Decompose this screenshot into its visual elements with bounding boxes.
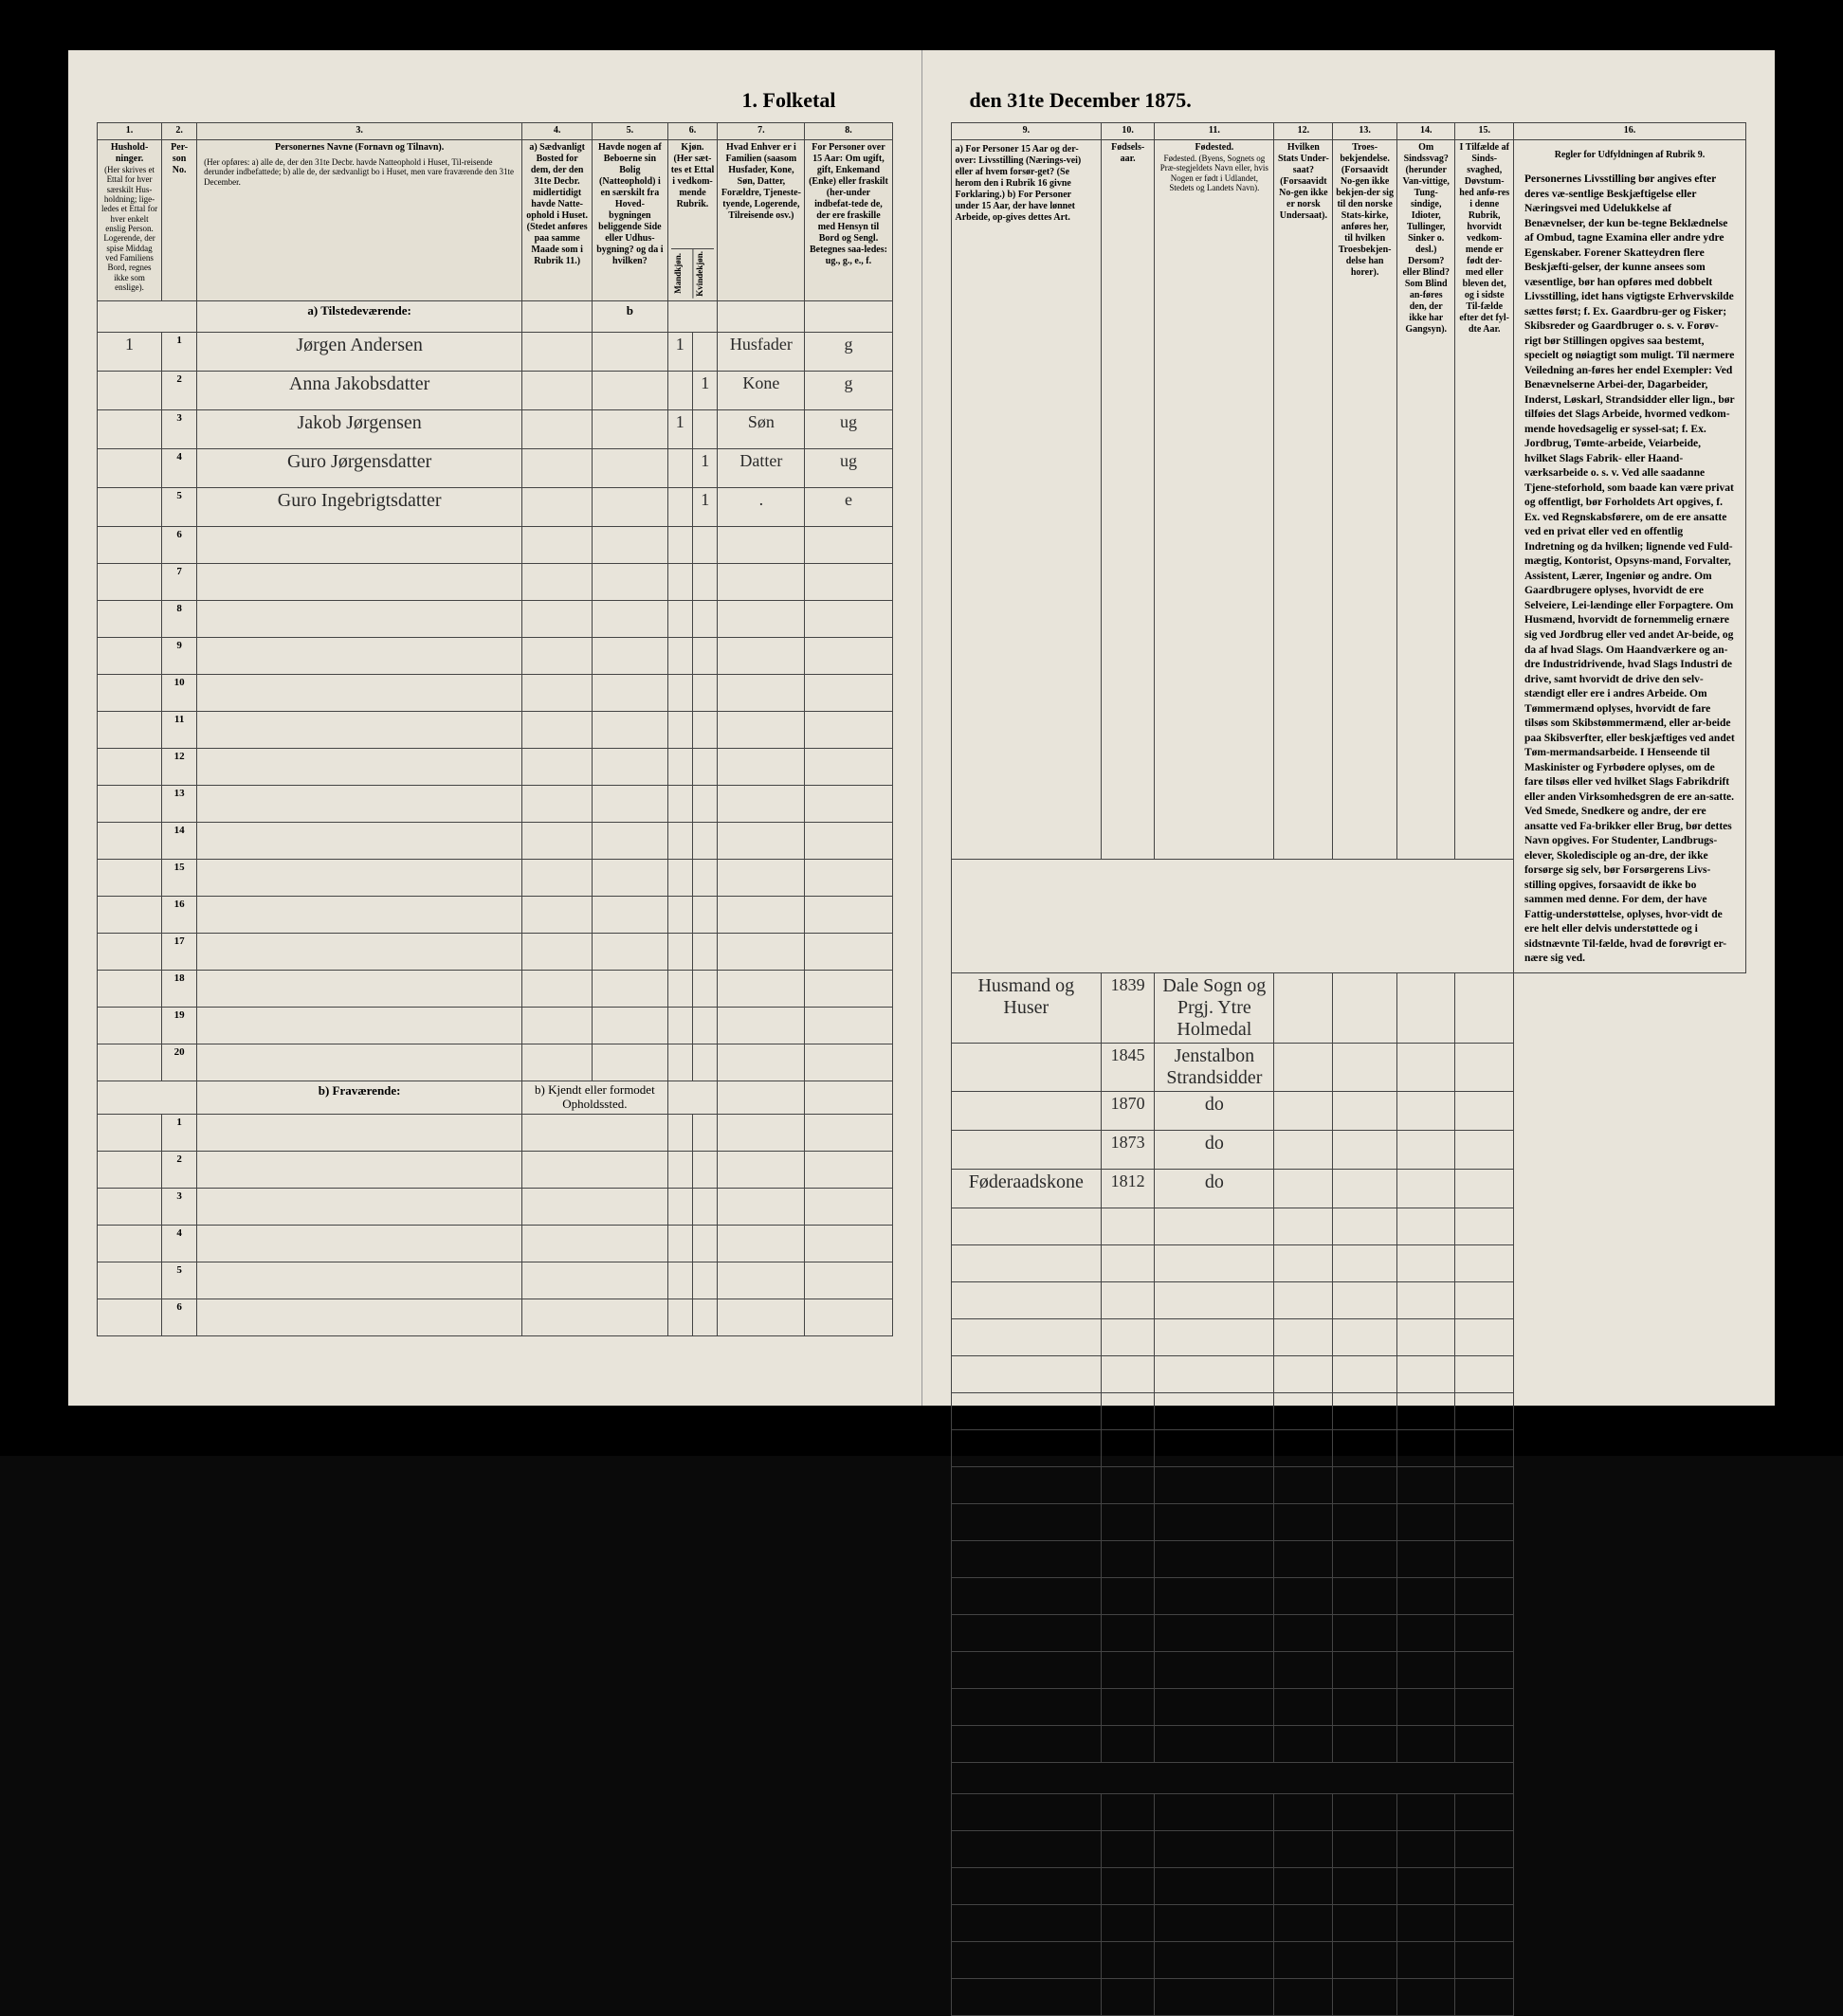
table-row: 6 — [98, 1299, 893, 1335]
hdr-10: Fødsels-aar. — [1102, 140, 1155, 860]
table-row — [951, 1867, 1746, 1904]
table-row — [951, 1244, 1746, 1281]
section-a: a) Tilstedeværende: — [197, 300, 522, 332]
table-row: 18 — [98, 970, 893, 1007]
colnum-9: 9. — [951, 123, 1102, 140]
table-row: 1 — [98, 1114, 893, 1151]
colnum-2: 2. — [162, 123, 197, 140]
colnum-13: 13. — [1333, 123, 1397, 140]
table-row: 4Guro Jørgensdatter1Datterug — [98, 448, 893, 487]
colnum-11: 11. — [1155, 123, 1274, 140]
hdr-14: Om Sindssvag? (herunder Van-vittige, Tun… — [1396, 140, 1455, 860]
colnum-16: 16. — [1513, 123, 1745, 140]
table-row: 19 — [98, 1007, 893, 1044]
hdr-1: Hushold- ninger.(Her skrives et Ettal fo… — [98, 140, 162, 301]
table-row: 10 — [98, 674, 893, 711]
table-row — [951, 1793, 1746, 1830]
table-row: 2Anna Jakobsdatter1Koneg — [98, 371, 893, 409]
table-row: Føderaadskone1812do — [951, 1169, 1746, 1208]
hdr-7: Hvad Enhver er i Familien (saasom Husfad… — [718, 140, 805, 301]
table-row: 11 — [98, 711, 893, 748]
table-row — [951, 1208, 1746, 1244]
colnum-7: 7. — [718, 123, 805, 140]
table-row — [951, 1429, 1746, 1466]
table-row — [951, 1355, 1746, 1392]
table-row: 15 — [98, 859, 893, 896]
table-row: 12 — [98, 748, 893, 785]
hdr-4: a) Sædvanligt Bosted for dem, der den 31… — [522, 140, 593, 301]
table-row — [951, 1540, 1746, 1577]
hdr-9: a) For Personer 15 Aar og der-over: Livs… — [951, 140, 1102, 860]
table-row — [951, 1318, 1746, 1355]
page-title-right: den 31te December 1875. — [951, 88, 1747, 113]
right-page: den 31te December 1875. 9. 10. 11. 12. 1… — [922, 50, 1776, 1406]
table-row — [951, 1614, 1746, 1651]
colnum-8: 8. — [805, 123, 892, 140]
table-row: 5Guro Ingebrigtsdatter1.e — [98, 487, 893, 526]
colnum-1: 1. — [98, 123, 162, 140]
colnum-14: 14. — [1396, 123, 1455, 140]
table-row: 6 — [98, 526, 893, 563]
table-row: 7 — [98, 563, 893, 600]
table-row — [951, 1577, 1746, 1614]
table-row: Husmand og Huser1839Dale Sogn og Prgj. Y… — [951, 972, 1746, 1043]
table-row: 20 — [98, 1044, 893, 1081]
colnum-5: 5. — [593, 123, 667, 140]
table-row: 3Jakob Jørgensen1Sønug — [98, 409, 893, 448]
table-row — [951, 1503, 1746, 1540]
table-row — [951, 1904, 1746, 1941]
table-row: 11Jørgen Andersen1Husfaderg — [98, 332, 893, 371]
page-title-left: 1. Folketal — [97, 88, 893, 113]
table-row: 13 — [98, 785, 893, 822]
section-b: b) Fraværende: — [197, 1081, 522, 1114]
colnum-15: 15. — [1455, 123, 1514, 140]
table-row: 8 — [98, 600, 893, 637]
hdr-13: Troes-bekjendelse. (Forsaavidt No-gen ik… — [1333, 140, 1397, 860]
hdr-11: Fødested.Fødested. (Byens, Sognets og Pr… — [1155, 140, 1274, 860]
table-row: 9 — [98, 637, 893, 674]
left-page: 1. Folketal 1. 2. 3. 4. 5. 6. 7. 8. Hush… — [68, 50, 922, 1406]
hdr-6: Kjøn. (Her sæt-tes et Ettal i vedkom-men… — [667, 140, 718, 301]
table-row — [951, 1651, 1746, 1688]
table-row: 4 — [98, 1225, 893, 1262]
table-row: 16 — [98, 896, 893, 933]
census-table-left: 1. 2. 3. 4. 5. 6. 7. 8. Hushold- ninger.… — [97, 122, 893, 1336]
table-row — [951, 1392, 1746, 1429]
hdr-3: Personernes Navne (Fornavn og Tilnavn).(… — [197, 140, 522, 301]
rules-text: Personernes Livsstilling bør angives eft… — [1517, 169, 1743, 971]
colnum-10: 10. — [1102, 123, 1155, 140]
table-row: 14 — [98, 822, 893, 859]
table-row — [951, 1688, 1746, 1725]
hdr-2: Per-son No. — [162, 140, 197, 301]
table-row: 2 — [98, 1151, 893, 1188]
table-row — [951, 1281, 1746, 1318]
table-row — [951, 1941, 1746, 1978]
hdr-12: Hvilken Stats Under-saat? (Forsaavidt No… — [1274, 140, 1333, 860]
table-row: 17 — [98, 933, 893, 970]
book-page: 1. Folketal 1. 2. 3. 4. 5. 6. 7. 8. Hush… — [68, 50, 1775, 1406]
table-row: 5 — [98, 1262, 893, 1299]
hdr-5: Havde nogen af Beboerne sin Bolig (Natte… — [593, 140, 667, 301]
colnum-3: 3. — [197, 123, 522, 140]
table-row — [951, 1725, 1746, 1762]
table-row — [951, 1466, 1746, 1503]
colnum-12: 12. — [1274, 123, 1333, 140]
table-row: 3 — [98, 1188, 893, 1225]
hdr-15: I Tilfælde af Sinds-svaghed, Døvstum-hed… — [1455, 140, 1514, 860]
table-row: 1845Jenstalbon Strandsidder — [951, 1043, 1746, 1091]
colnum-6: 6. — [667, 123, 718, 140]
scan-frame: 1. Folketal 1. 2. 3. 4. 5. 6. 7. 8. Hush… — [0, 0, 1843, 1456]
table-row — [951, 1830, 1746, 1867]
census-table-right: 9. 10. 11. 12. 13. 14. 15. 16. a) For Pe… — [951, 122, 1747, 2016]
rules-cell: Regler for Udfyldningen af Rubrik 9. Per… — [1513, 140, 1745, 973]
table-row — [951, 1978, 1746, 2015]
colnum-4: 4. — [522, 123, 593, 140]
table-row: 1870do — [951, 1091, 1746, 1130]
hdr-8: For Personer over 15 Aar: Om ugift, gift… — [805, 140, 892, 301]
table-row: 1873do — [951, 1130, 1746, 1169]
